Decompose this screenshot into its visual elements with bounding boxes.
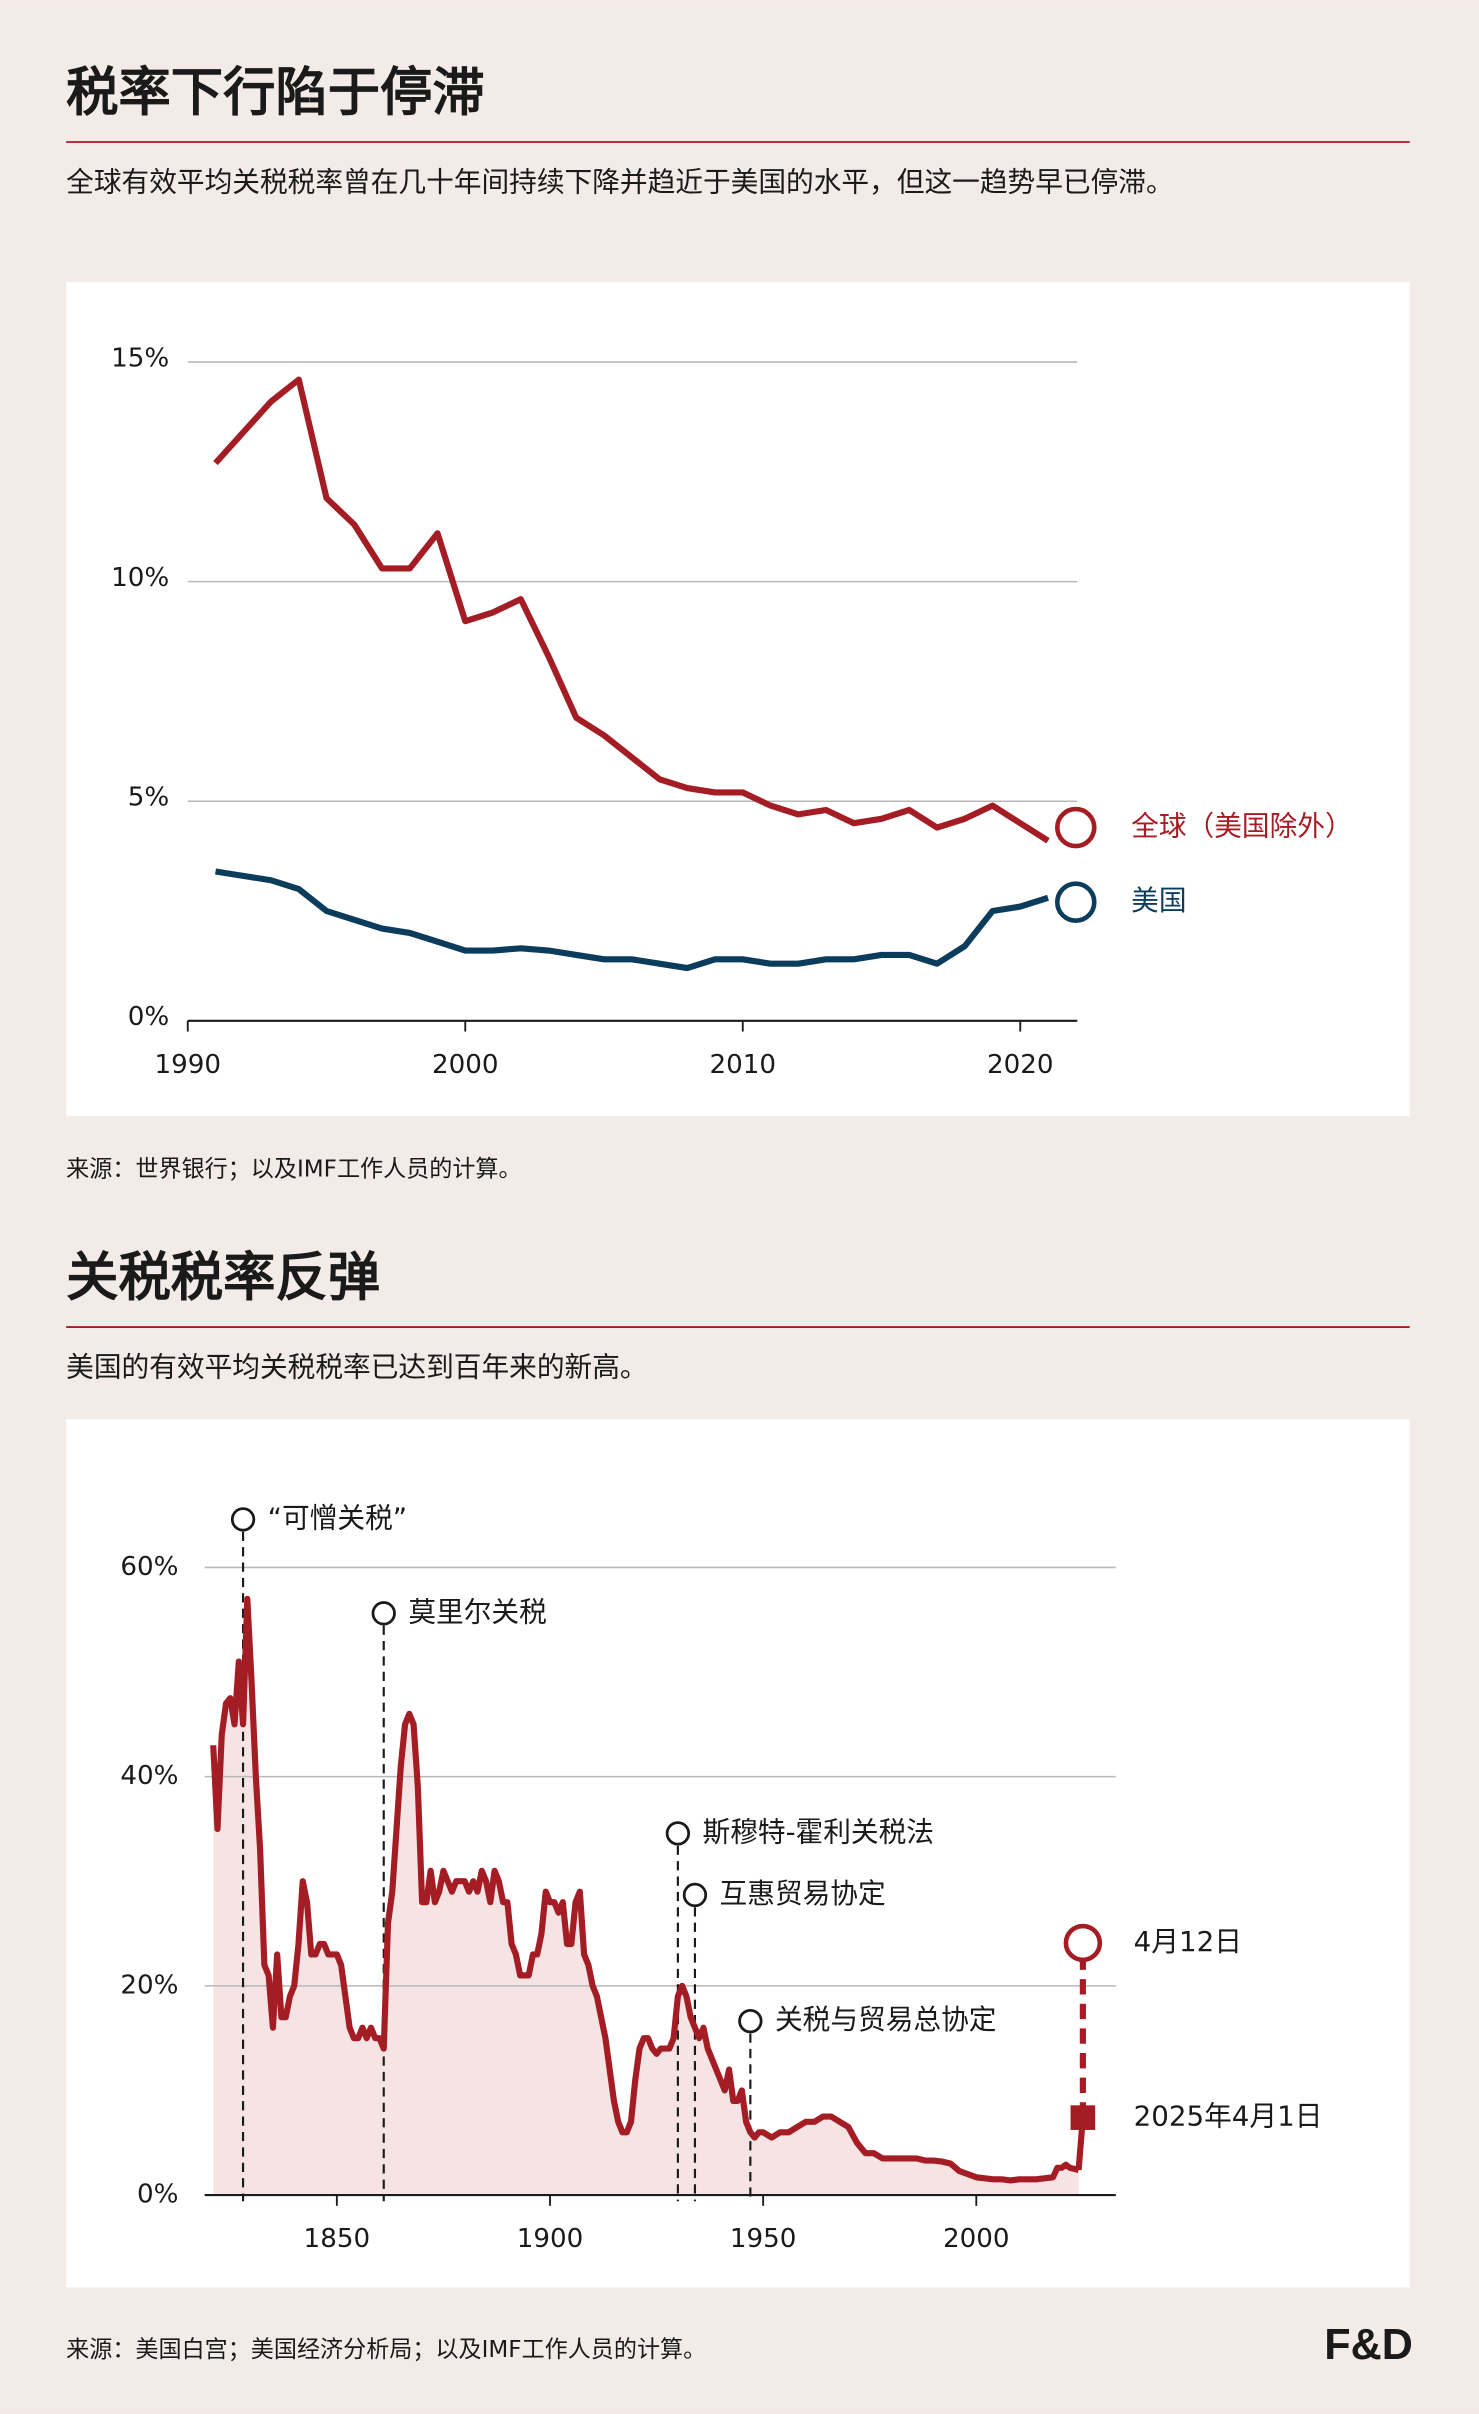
end-point (1054, 881, 1097, 923)
annotation-label: 莫里尔关税 (408, 1595, 546, 1628)
y-tick-label: 20% (120, 1970, 178, 2000)
x-tick-label: 1950 (730, 2224, 797, 2254)
y-tick-label: 40% (120, 1761, 178, 1791)
y-tick-label: 10% (111, 563, 169, 593)
annotation-marker (682, 1882, 708, 1908)
area (213, 1598, 1079, 2196)
end-point (1054, 806, 1097, 849)
marker-label: 2025年4月1日 (1134, 2100, 1323, 2133)
annotation-marker (371, 1601, 396, 1626)
x-tick-label: 2000 (943, 2224, 1010, 2254)
marker-circle (1063, 1923, 1103, 1963)
series-line (213, 376, 1050, 844)
x-tick-label: 1850 (304, 2224, 371, 2254)
chart-subtitle: 全球有效平均关税税率曾在几十年间持续下降并趋近于美国的水平，但这一趋势早已停滞。 (66, 166, 1174, 199)
annotation-marker (230, 1507, 256, 1532)
y-tick-label: 0% (137, 2180, 179, 2210)
source-note: 来源：世界银行；以及IMF工作人员的计算。 (66, 1157, 521, 1183)
marker-label: 4月12日 (1134, 1925, 1242, 1958)
series-label: 全球（美国除外） (1131, 810, 1353, 843)
y-tick-label: 5% (128, 783, 170, 813)
annotation-label: “可憎关税” (268, 1501, 407, 1534)
y-tick-label: 60% (120, 1552, 178, 1582)
annotation-marker (738, 2008, 763, 2034)
annotation-marker (665, 1821, 691, 1846)
x-tick-label: 2020 (987, 1050, 1054, 1080)
x-tick-label: 2010 (709, 1050, 776, 1080)
y-tick-label: 15% (111, 343, 169, 373)
series-line (210, 1595, 1080, 2184)
series-label: 美国 (1131, 884, 1186, 917)
x-tick-label: 1900 (517, 2224, 584, 2254)
chart-title: 税率下行陷于停滞 (66, 62, 485, 123)
logo: F&D (1324, 2321, 1413, 2369)
x-tick-label: 1990 (154, 1050, 221, 1080)
annotation-label: 互惠贸易协定 (720, 1877, 886, 1910)
chart-subtitle: 美国的有效平均关税税率已达到百年来的新高。 (66, 1351, 647, 1384)
annotation-label: 关税与贸易总协定 (775, 2003, 997, 2036)
series-line (215, 868, 1049, 972)
marker-square (1070, 2105, 1096, 2130)
y-tick-label: 0% (128, 1002, 170, 1032)
chart-title: 关税税率反弹 (66, 1247, 380, 1308)
x-tick-label: 2000 (432, 1050, 499, 1080)
source-note: 来源：美国白宫；美国经济分析局；以及IMF工作人员的计算。 (66, 2337, 706, 2363)
chart-panel (66, 282, 1410, 1117)
annotation-label: 斯穆特-霍利关税法 (703, 1815, 935, 1848)
